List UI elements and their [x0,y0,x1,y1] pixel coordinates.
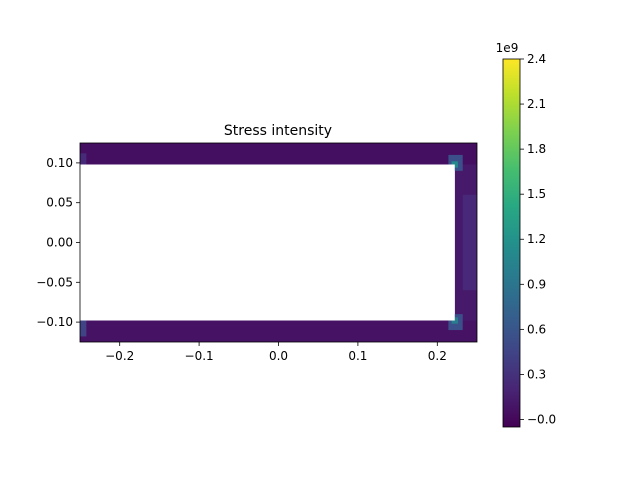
y-tick-label: −0.10 [36,315,73,329]
y-tick-label: 0.05 [46,196,73,210]
x-tick-label: 0.0 [269,349,288,363]
stress-region-bottom-left-corner [80,320,87,337]
colorbar-tick-label: 2.1 [527,97,546,111]
colorbar: −0.0 0.3 0.6 0.9 1.2 1.5 1.8 2.1 2.4 1e9 [496,41,556,428]
colorbar-tick-label: 1.2 [527,232,546,246]
plot-area [79,142,478,343]
y-tick-label: 0.10 [46,156,73,170]
y-tick-label: −0.05 [36,275,73,289]
stress-region-bottom-flange [80,320,477,342]
colorbar-offset-label: 1e9 [496,41,519,55]
stress-region-top-flange [80,143,477,165]
stress-region-right-web-edge [462,194,477,291]
colorbar-tick-label: 1.5 [527,187,546,201]
x-tick-label: 0.1 [348,349,367,363]
colorbar-tick-label: 0.9 [527,277,546,291]
x-tick-label: −0.2 [105,349,134,363]
chart-title: Stress intensity [224,123,332,139]
y-tick-label: 0.00 [46,236,73,250]
x-tick-label: 0.2 [428,349,447,363]
colorbar-tick-label: 0.6 [527,322,546,336]
x-axis: −0.2 −0.1 0.0 0.1 0.2 [105,342,447,363]
section-hole [80,164,455,321]
colorbar-tick-label: 2.4 [527,52,546,66]
x-tick-label: −0.1 [185,349,214,363]
colorbar-gradient [502,58,521,428]
stress-region-top-left-corner [80,153,87,165]
colorbar-tick-label: 1.8 [527,142,546,156]
y-axis: −0.10 −0.05 0.00 0.05 0.10 [36,156,80,329]
colorbar-tick-label: −0.0 [527,412,556,426]
colorbar-tick-label: 0.3 [527,367,546,381]
